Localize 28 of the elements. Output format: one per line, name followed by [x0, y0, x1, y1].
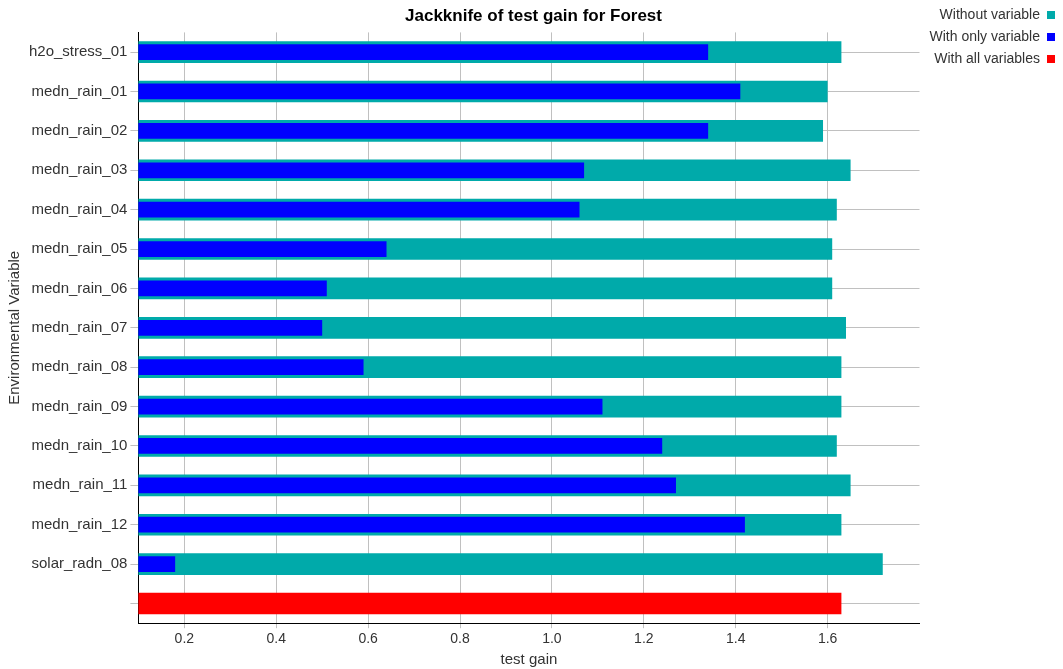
- chart-title: Jackknife of test gain for Forest: [405, 5, 663, 25]
- x-tick-label: 0.6: [358, 630, 379, 647]
- y-tick-label: solar_radn_08: [31, 554, 128, 572]
- y-tick-label: medn_rain_07: [31, 317, 128, 335]
- x-axis-title: test gain: [500, 650, 558, 668]
- y-tick-label: medn_rain_01: [31, 81, 128, 99]
- y-tick-label: medn_rain_10: [31, 436, 128, 454]
- y-tick-label: medn_rain_04: [31, 199, 128, 217]
- y-tick-label: medn_rain_09: [31, 396, 128, 414]
- y-tick-label: medn_rain_08: [31, 357, 128, 375]
- legend-label: Without variable: [939, 5, 1041, 22]
- y-tick-label: medn_rain_02: [31, 121, 128, 139]
- x-tick-label: 0.4: [266, 630, 287, 647]
- x-tick-label: 0.8: [450, 630, 470, 647]
- y-axis-title: Environmental Variable: [5, 250, 23, 405]
- y-tick-label: medn_rain_06: [31, 278, 128, 296]
- y-tick-label: medn_rain_05: [31, 239, 128, 257]
- x-tick-label: 1.4: [725, 630, 746, 647]
- x-tick-label: 1.2: [634, 630, 654, 647]
- y-tick-label: medn_rain_12: [31, 514, 128, 532]
- x-tick-label: 1.0: [542, 630, 562, 647]
- x-tick-label: 0.2: [174, 630, 195, 647]
- y-tick-label: medn_rain_03: [31, 160, 128, 178]
- y-tick-label: medn_rain_11: [32, 475, 128, 493]
- y-tick-label: h2o_stress_01: [28, 42, 128, 60]
- x-tick-label: 1.6: [817, 630, 838, 647]
- legend-label: With all variables: [934, 49, 1040, 66]
- legend-label: With only variable: [929, 27, 1041, 44]
